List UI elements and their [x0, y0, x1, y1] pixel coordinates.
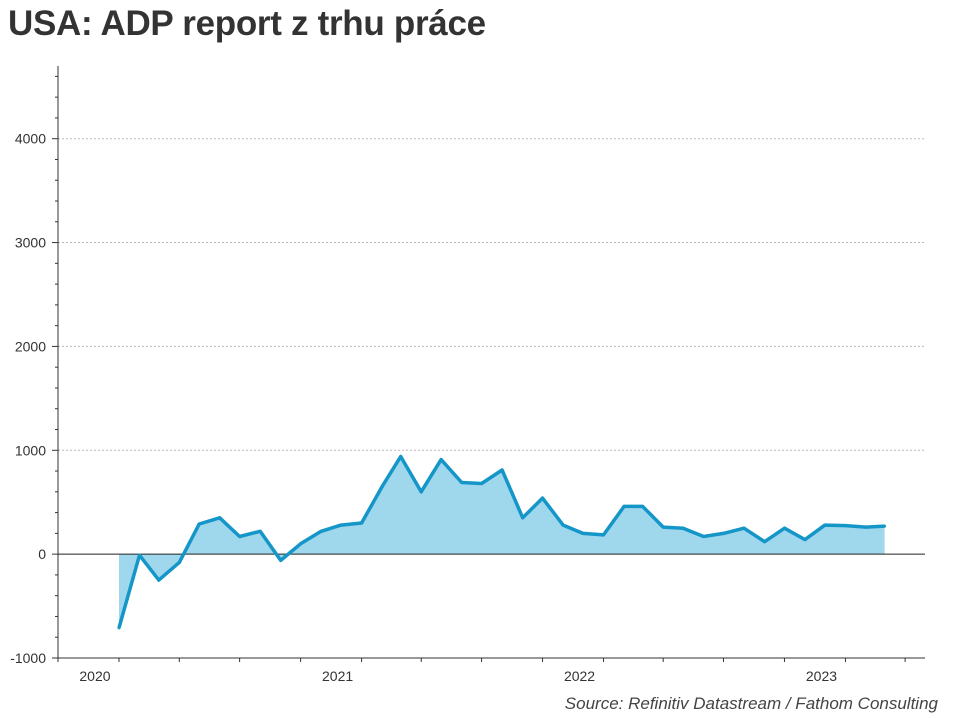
data-point — [500, 468, 504, 472]
data-point — [581, 531, 585, 535]
x-tick-label: 2020 — [79, 668, 110, 684]
y-axis: -1000 0 1000 2000 3000 4000 — [10, 66, 59, 666]
y-tick-label: 3000 — [15, 235, 46, 251]
data-point — [843, 524, 847, 528]
data-point — [197, 522, 201, 526]
y-tick-label: -1000 — [10, 650, 46, 666]
data-point — [439, 458, 443, 462]
data-point — [622, 504, 626, 508]
data-point — [782, 526, 786, 530]
data-point — [541, 496, 545, 500]
data-point — [702, 534, 706, 538]
data-point — [641, 504, 645, 508]
y-tick-label: 0 — [38, 546, 46, 562]
x-axis: 2020 2021 2022 2023 — [57, 657, 925, 684]
data-point — [864, 525, 868, 529]
data-point — [299, 542, 303, 546]
data-point — [279, 558, 283, 562]
series-area — [119, 456, 885, 628]
data-point — [238, 534, 242, 538]
source-note: Source: Refinitiv Datastream / Fathom Co… — [564, 694, 938, 713]
data-point — [380, 485, 384, 489]
data-point — [681, 526, 685, 530]
data-points — [117, 455, 887, 630]
data-point — [177, 560, 181, 564]
data-point — [742, 526, 746, 530]
data-point — [763, 540, 767, 544]
data-point — [480, 482, 484, 486]
data-point — [138, 553, 142, 557]
y-tick-label: 2000 — [15, 338, 46, 354]
x-tick-label: 2022 — [564, 668, 595, 684]
data-point — [883, 524, 887, 528]
data-point — [218, 516, 222, 520]
data-point — [521, 516, 525, 520]
gridlines — [58, 138, 925, 451]
data-point — [721, 531, 725, 535]
data-point — [258, 529, 262, 533]
data-point — [602, 533, 606, 537]
y-tick-label: 1000 — [15, 442, 46, 458]
data-point — [339, 523, 343, 527]
data-point — [460, 480, 464, 484]
chart-title: USA: ADP report z trhu práce — [8, 4, 486, 43]
x-tick-label: 2021 — [322, 668, 353, 684]
data-point — [561, 523, 565, 527]
data-point — [803, 538, 807, 542]
data-point — [823, 523, 827, 527]
data-point — [399, 455, 403, 459]
x-tick-label: 2023 — [806, 668, 837, 684]
data-point — [419, 490, 423, 494]
data-point — [661, 525, 665, 529]
data-point — [117, 626, 121, 630]
data-point — [319, 529, 323, 533]
y-tick-label: 4000 — [15, 131, 46, 147]
data-point — [360, 521, 364, 525]
data-point — [157, 578, 161, 582]
